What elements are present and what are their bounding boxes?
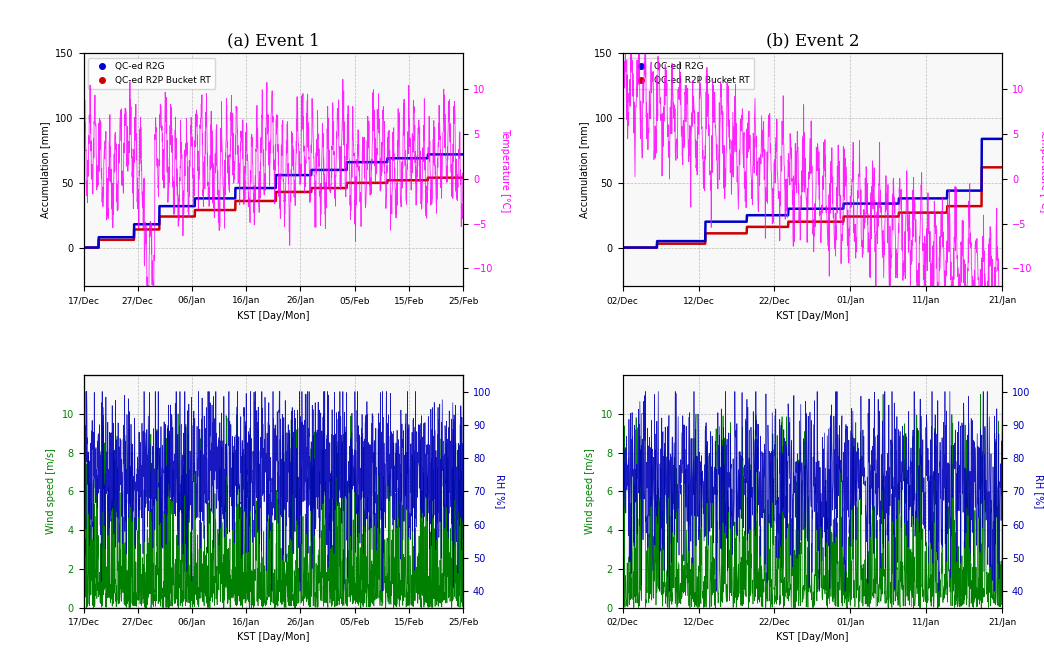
QC-ed R2P Bucket RT [707,229,719,237]
Title: (a) Event 1: (a) Event 1 [227,32,319,49]
Y-axis label: RH [%]: RH [%] [1035,474,1044,508]
Title: (b) Event 2: (b) Event 2 [765,32,859,49]
QC-ed R2G [232,184,244,192]
QC-ed R2G [336,166,349,174]
QC-ed R2G [975,135,988,143]
QC-ed R2P Bucket RT [219,206,232,214]
QC-ed R2G [99,233,112,241]
Line: QC-ed R2G: QC-ed R2G [84,154,464,248]
QC-ed R2P Bucket RT [232,197,244,205]
Y-axis label: RH [%]: RH [%] [495,474,505,508]
QC-ed R2P Bucket RT [99,236,112,244]
QC-ed R2G [422,150,434,158]
Y-axis label: Temperature [°C]: Temperature [°C] [1039,128,1044,212]
QC-ed R2P Bucket RT [422,174,434,182]
Y-axis label: Temperature [°C]: Temperature [°C] [500,128,509,212]
QC-ed R2G [234,184,246,192]
Legend: QC-ed R2G, QC-ed R2P Bucket RT: QC-ed R2G, QC-ed R2P Bucket RT [88,58,215,90]
QC-ed R2G [869,200,881,208]
Line: QC-ed R2P Bucket RT: QC-ed R2P Bucket RT [84,178,464,248]
QC-ed R2P Bucket RT [77,244,90,252]
QC-ed R2G [219,194,232,202]
QC-ed R2P Bucket RT [703,229,715,237]
QC-ed R2P Bucket RT [336,184,349,192]
Y-axis label: Wind speed [m/s]: Wind speed [m/s] [585,448,595,534]
Line: QC-ed R2G: QC-ed R2G [622,139,1002,248]
QC-ed R2G [616,244,628,252]
Line: QC-ed R2P Bucket RT: QC-ed R2P Bucket RT [622,167,1002,248]
QC-ed R2P Bucket RT [159,212,171,220]
QC-ed R2G [457,150,470,158]
QC-ed R2P Bucket RT [234,197,246,205]
Legend: QC-ed R2G, QC-ed R2P Bucket RT: QC-ed R2G, QC-ed R2P Bucket RT [627,58,755,90]
QC-ed R2G [707,218,719,226]
QC-ed R2G [996,135,1009,143]
QC-ed R2P Bucket RT [697,240,710,248]
Y-axis label: Accumulation [mm]: Accumulation [mm] [40,122,50,218]
QC-ed R2P Bucket RT [975,163,988,171]
QC-ed R2P Bucket RT [939,208,951,216]
QC-ed R2P Bucket RT [996,163,1009,171]
QC-ed R2P Bucket RT [627,244,640,252]
X-axis label: KST [Day/Mon]: KST [Day/Mon] [237,632,310,642]
QC-ed R2G [627,244,640,252]
QC-ed R2G [77,244,90,252]
Y-axis label: Wind speed [m/s]: Wind speed [m/s] [46,448,56,534]
X-axis label: KST [Day/Mon]: KST [Day/Mon] [237,311,310,321]
X-axis label: KST [Day/Mon]: KST [Day/Mon] [776,311,849,321]
QC-ed R2G [703,218,715,226]
QC-ed R2G [939,194,951,202]
Y-axis label: Accumulation [mm]: Accumulation [mm] [578,122,589,218]
X-axis label: KST [Day/Mon]: KST [Day/Mon] [776,632,849,642]
QC-ed R2P Bucket RT [457,174,470,182]
QC-ed R2P Bucket RT [616,244,628,252]
QC-ed R2P Bucket RT [869,212,881,220]
QC-ed R2G [159,202,171,210]
QC-ed R2G [697,237,710,245]
